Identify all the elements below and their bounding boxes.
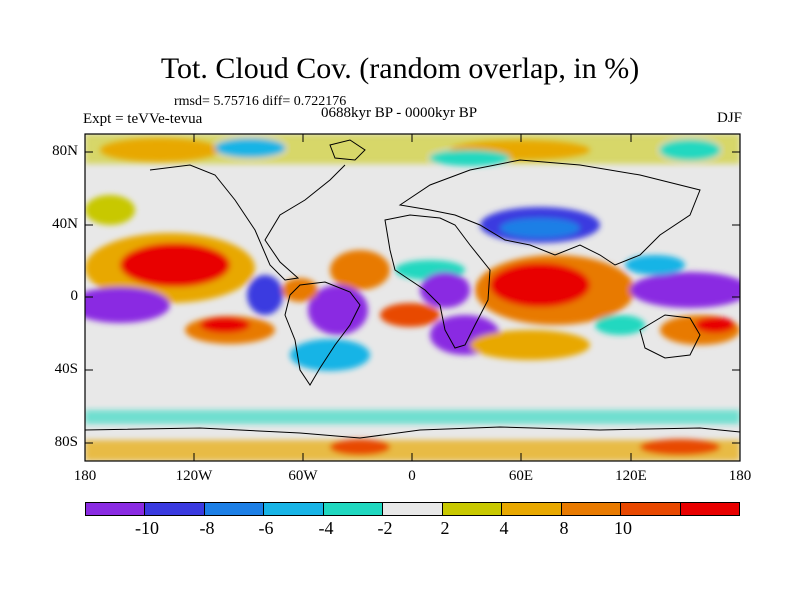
- arctic-negative-2: [430, 150, 510, 166]
- antarctic-core-2: [640, 439, 720, 455]
- lon-label-180w: 180: [73, 468, 97, 484]
- amazon-positive: [282, 278, 318, 302]
- east-pacific-negative: [85, 287, 170, 323]
- lat-tick-marks: [85, 151, 740, 444]
- colorbar-label: 4: [499, 518, 509, 538]
- greenland-coast: [329, 139, 366, 161]
- south-pacific-core: [200, 317, 250, 333]
- colorbar-swatch: [145, 503, 205, 515]
- lat-label-40s: 40S: [54, 361, 78, 377]
- lat-label-40n: 40N: [52, 216, 78, 232]
- west-pacific-negative: [630, 272, 740, 308]
- coastlines: [85, 139, 740, 439]
- west-pacific-negative-n: [625, 255, 685, 275]
- colorbar-swatch: [502, 503, 562, 515]
- colorbar-label: 8: [559, 518, 569, 538]
- amazon-negative-w: [247, 275, 283, 315]
- antarctic-core-1: [330, 439, 390, 455]
- colorbar-label: -4: [318, 518, 334, 538]
- africa-coast: [384, 214, 491, 349]
- lon-label-0: 0: [408, 468, 416, 484]
- lon-label-60e: 60E: [508, 468, 534, 484]
- colorbar-swatch: [442, 503, 503, 515]
- indian-ocean-core: [490, 263, 590, 307]
- tropical-atlantic-positive: [380, 303, 440, 327]
- experiment-label: Expt = teVVe-tevua: [83, 111, 203, 127]
- plot-title: Tot. Cloud Cov. (random overlap, in %): [160, 52, 640, 85]
- lat-label-0: 0: [70, 288, 79, 304]
- colorbar-label: -6: [258, 518, 274, 538]
- pacific-yellow: [85, 195, 135, 225]
- lat-label-80n: 80N: [52, 143, 78, 159]
- asia-negative-core: [500, 218, 580, 238]
- south-indian-positive: [470, 330, 590, 360]
- southern-ocean-negative-band: [85, 410, 740, 424]
- arctic-negative-3: [660, 140, 720, 160]
- colorbar-label: 2: [440, 518, 450, 538]
- lon-label-180e: 180: [728, 468, 752, 484]
- colorbar-swatch: [204, 503, 265, 515]
- colorbar-swatch: [561, 503, 622, 515]
- central-africa-negative: [420, 272, 470, 308]
- australia-coast: [639, 314, 701, 359]
- lon-label-60w: 60W: [288, 468, 318, 484]
- south-america-coast: [284, 281, 361, 386]
- colorbar-label: -2: [377, 518, 393, 538]
- season-label: DJF: [716, 110, 742, 126]
- colorbar-swatch: [323, 503, 384, 515]
- colorbar-swatch: [621, 503, 681, 515]
- colorbar-label: -10: [135, 518, 159, 538]
- lat-label-80s: 80S: [54, 434, 78, 450]
- southwest-pacific-core: [695, 317, 735, 333]
- colorbar-label: -8: [199, 518, 215, 538]
- lon-tick-marks: [84, 134, 741, 461]
- colorbar: [85, 502, 740, 516]
- colorbar-label: 10: [614, 518, 632, 538]
- rmsd-diff-stats: rmsd= 5.75716 diff= 0.722176: [174, 94, 347, 109]
- indonesia-negative: [595, 315, 645, 335]
- colorbar-swatch: [86, 503, 146, 515]
- colorbar-swatch: [264, 503, 324, 515]
- antarctic-positive-band: [85, 440, 740, 461]
- arctic-negative-1: [215, 139, 285, 157]
- lon-label-120e: 120E: [615, 468, 647, 484]
- arctic-positive-w: [100, 138, 220, 162]
- north-pacific-core: [120, 243, 230, 287]
- period-label: 0688kyr BP - 0000kyr BP: [321, 105, 478, 121]
- amazon-negative-e: [308, 285, 368, 335]
- antarctica-coast: [85, 426, 740, 439]
- colorbar-swatch: [383, 503, 443, 515]
- south-atlantic-negative: [290, 339, 370, 371]
- north-atlantic-positive: [330, 250, 390, 290]
- lon-label-120w: 120W: [175, 468, 213, 484]
- north-america-coast: [149, 164, 346, 281]
- colorbar-swatch: [680, 503, 739, 515]
- eurasia-coast: [398, 159, 701, 266]
